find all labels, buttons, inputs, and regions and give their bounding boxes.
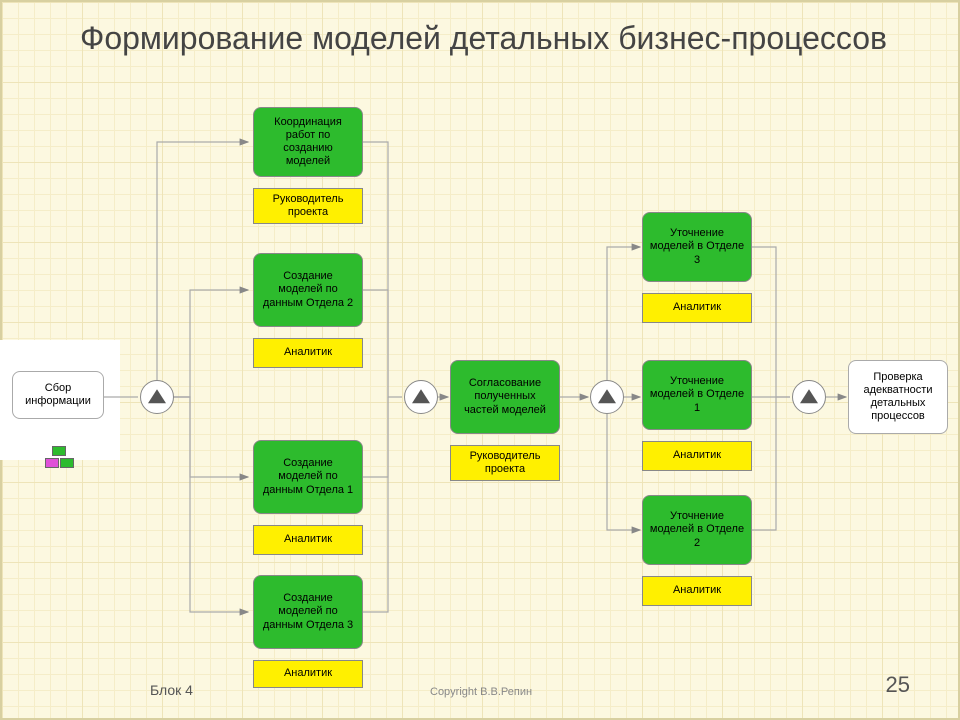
node-models-dept2: Создание моделей по данным Отдела 2 <box>253 253 363 327</box>
role-models-dept2: Аналитик <box>253 338 363 368</box>
gateway-split-2 <box>590 380 624 414</box>
role-refine-dept1: Аналитик <box>642 441 752 471</box>
gateway-merge-2 <box>792 380 826 414</box>
node-check-adequacy: Проверка адекватности детальных процессо… <box>848 360 948 434</box>
role-coordination: Руководитель проекта <box>253 188 363 224</box>
role-refine-dept3: Аналитик <box>642 293 752 323</box>
footer-copyright: Copyright В.В.Репин <box>430 686 532 698</box>
node-coordination: Координация работ по созданию моделей <box>253 107 363 177</box>
footer-block-label: Блок 4 <box>150 682 193 698</box>
gateway-split-1 <box>140 380 174 414</box>
gateway-merge-1 <box>404 380 438 414</box>
role-models-dept3: Аналитик <box>253 660 363 688</box>
node-collect-info: Сбор информации <box>12 371 104 419</box>
node-agreement: Согласование полученных частей моделей <box>450 360 560 434</box>
node-refine-dept2: Уточнение моделей в Отделе 2 <box>642 495 752 565</box>
node-models-dept3: Создание моделей по данным Отдела 3 <box>253 575 363 649</box>
diagram-canvas: Сбор информации Проверка адекватности де… <box>0 0 960 720</box>
page-number: 25 <box>886 672 910 698</box>
node-refine-dept1: Уточнение моделей в Отделе 1 <box>642 360 752 430</box>
node-models-dept1: Создание моделей по данным Отдела 1 <box>253 440 363 514</box>
role-agreement: Руководитель проекта <box>450 445 560 481</box>
role-refine-dept2: Аналитик <box>642 576 752 606</box>
node-refine-dept3: Уточнение моделей в Отделе 3 <box>642 212 752 282</box>
role-models-dept1: Аналитик <box>253 525 363 555</box>
